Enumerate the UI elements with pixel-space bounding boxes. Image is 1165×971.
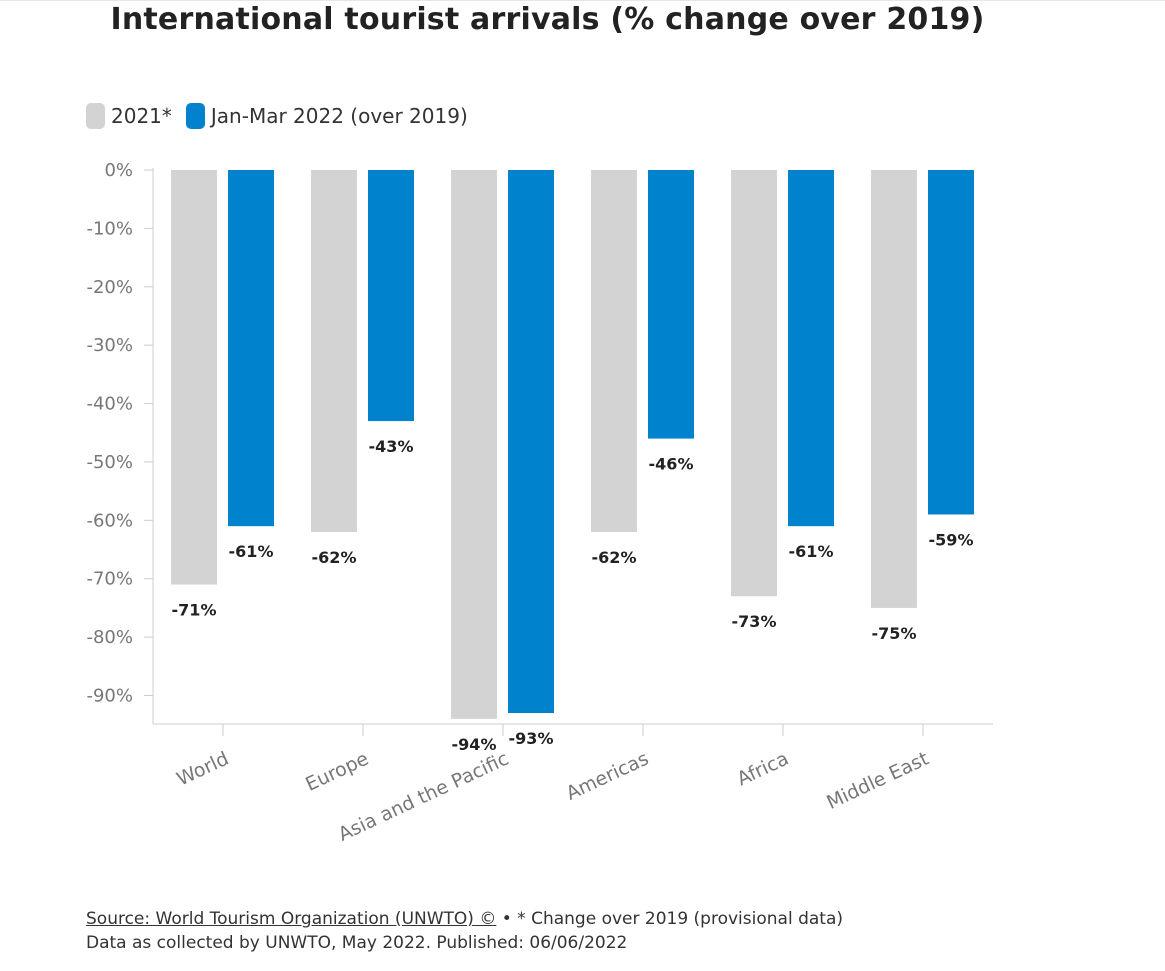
x-category-label: Americas xyxy=(563,748,652,805)
legend-item-2022[interactable]: Jan-Mar 2022 (over 2019) xyxy=(185,103,468,129)
data-label-2022: -59% xyxy=(929,530,974,549)
legend-item-2021[interactable]: 2021* xyxy=(86,103,172,129)
data-label-2022: -61% xyxy=(789,542,834,561)
source-link[interactable]: Source: World Tourism Organization (UNWT… xyxy=(86,909,497,929)
y-tick-label: 0% xyxy=(104,160,133,181)
bar-2021 xyxy=(591,170,637,533)
data-label-2021: -75% xyxy=(872,624,917,643)
x-category-label: Europe xyxy=(302,748,372,796)
legend: 2021* Jan-Mar 2022 (over 2019) xyxy=(86,103,482,129)
bar-2021 xyxy=(871,170,917,608)
data-label-2021: -73% xyxy=(732,612,777,631)
y-tick-label: -50% xyxy=(86,452,133,473)
x-category-label: Middle East xyxy=(823,748,932,814)
bar-2021 xyxy=(731,170,777,597)
legend-swatch-2022 xyxy=(185,103,205,129)
y-tick-label: -20% xyxy=(86,277,133,298)
bar-2022 xyxy=(508,170,554,714)
bar-chart: 0% -10% -20% -30% -40% -50% -60% -70% -80% -90% -7… xyxy=(86,160,993,846)
legend-swatch-2021 xyxy=(86,103,105,129)
data-label-2022: -46% xyxy=(649,455,694,474)
legend-label-2022: Jan-Mar 2022 (over 2019) xyxy=(210,104,468,128)
bar-2022 xyxy=(788,170,834,527)
y-tick-label: -30% xyxy=(86,335,133,356)
legend-label-2021: 2021* xyxy=(111,104,172,128)
bar-2022 xyxy=(928,170,974,515)
bar-2021 xyxy=(311,170,357,533)
data-label-2022: -61% xyxy=(229,542,274,561)
bar-2022 xyxy=(368,170,414,422)
x-category-label: World xyxy=(173,748,232,791)
source-published: Data as collected by UNWTO, May 2022. Pu… xyxy=(86,933,628,953)
y-tick-label: -10% xyxy=(86,218,133,239)
y-tick-label: -90% xyxy=(86,686,133,707)
x-category-label: Africa xyxy=(734,748,792,791)
y-tick-label: -80% xyxy=(86,627,133,648)
chart-title: International tourist arrivals (% change… xyxy=(110,2,985,37)
data-label-2021: -62% xyxy=(592,548,637,567)
bar-2022 xyxy=(648,170,694,439)
data-label-2021: -94% xyxy=(452,735,497,754)
data-label-2022: -93% xyxy=(509,729,554,748)
bar-2022 xyxy=(228,170,274,527)
source-note: • * Change over 2019 (provisional data) xyxy=(496,909,844,929)
y-tick-label: -70% xyxy=(86,569,133,590)
top-divider xyxy=(0,0,1165,1)
data-label-2022: -43% xyxy=(369,437,414,456)
bar-2021 xyxy=(451,170,497,719)
data-label-2021: -62% xyxy=(312,548,357,567)
bar-2021 xyxy=(171,170,217,585)
data-label-2021: -71% xyxy=(172,601,217,620)
source-footer: Source: World Tourism Organization (UNWT… xyxy=(86,907,843,955)
y-tick-label: -40% xyxy=(86,394,133,415)
y-tick-label: -60% xyxy=(86,510,133,531)
